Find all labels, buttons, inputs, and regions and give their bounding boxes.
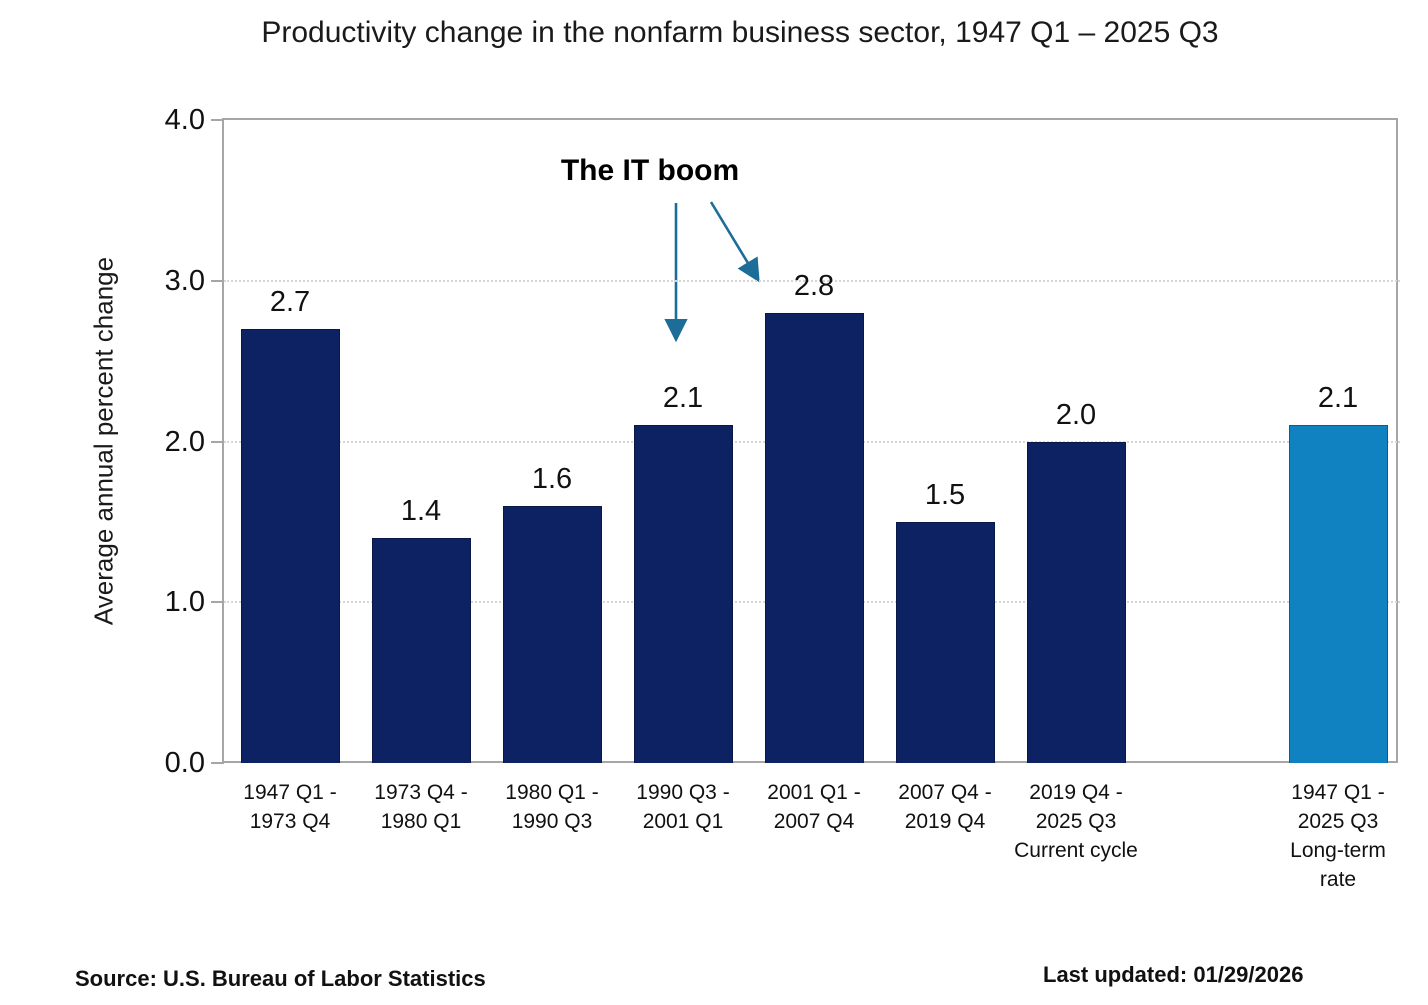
x-axis-label-line: Current cycle [1014,839,1138,862]
bar [633,425,733,763]
chart-title: Productivity change in the nonfarm busin… [261,16,1219,49]
y-tick-label: 4.0 [164,104,205,136]
bar-value-label: 1.4 [400,494,442,527]
bar [240,328,340,763]
x-axis-label-line: 2007 Q4 [773,810,855,833]
it-boom-annotation: The IT boom [560,154,740,187]
y-tick-mark [211,279,224,282]
bar-value-label: 1.6 [531,462,573,495]
x-axis-label: 2007 Q4 - 2019 Q4 [860,778,1030,836]
bar-value-label: 2.1 [662,382,704,415]
y-tick-mark [211,119,224,121]
x-axis-label-line: 1947 Q1 - [243,781,337,804]
x-axis-label: 1990 Q3 - 2001 Q1 [598,778,768,836]
x-axis-label-line: 1990 Q3 [511,810,593,833]
x-axis-label-line: 1980 Q1 - [505,781,599,804]
x-axis-label-line: 1990 Q3 - [636,781,730,804]
bar [1026,441,1126,763]
x-axis-label: 1947 Q1 - 2025 Q3 Long-term rate [1253,778,1423,894]
y-tick-label: 3.0 [164,264,205,297]
x-axis-label: 2019 Q4 - 2025 Q3 Current cycle [991,778,1161,865]
x-axis-label-line: 2025 Q3 [1297,810,1379,833]
x-axis-label-line: 1973 Q4 [249,810,331,833]
source-note: Source: U.S. Bureau of Labor Statistics [75,966,486,991]
x-axis-label: 2001 Q1 - 2007 Q4 [729,778,899,836]
bar-value-label: 1.5 [924,478,966,511]
bar [1288,425,1388,763]
bar [895,521,995,763]
bar-value-label: 2.1 [1317,382,1359,415]
bar [764,312,864,763]
x-axis-label-line: 2007 Q4 - [898,781,992,804]
bar [371,537,471,763]
x-axis-label-line: 2019 Q4 - [1029,781,1123,804]
x-axis-label-line: 2001 Q1 [642,810,724,833]
last-updated: Last updated: 01/29/2026 [1043,962,1304,987]
x-axis-label: 1947 Q1 - 1973 Q4 [205,778,375,836]
y-tick-label: 2.0 [164,425,205,458]
x-axis-label-line: 2019 Q4 [904,810,986,833]
y-tick-label: 1.0 [164,586,205,619]
x-axis-label: 1980 Q1 - 1990 Q3 [467,778,637,836]
x-axis-label: 1973 Q4 - 1980 Q1 [336,778,506,836]
gridline [224,279,1400,282]
y-tick-mark [211,762,224,764]
bar [502,505,602,763]
bar-value-label: 2.0 [1055,398,1097,431]
x-axis-label-line: 1980 Q1 [380,810,462,833]
bar-value-label: 2.8 [793,269,835,302]
y-tick-label: 0.0 [164,747,205,779]
bar-value-label: 2.7 [269,285,311,318]
x-axis-label-line: 1947 Q1 - [1291,781,1385,804]
x-axis-label-line: 2025 Q3 [1035,810,1117,833]
x-axis-label-line: rate [1319,868,1357,891]
y-tick-mark [211,601,224,604]
x-axis-label-line: Long-term [1290,839,1386,862]
x-axis-label-line: 2001 Q1 - [767,781,861,804]
y-tick-mark [211,440,224,443]
x-axis-label-line: 1973 Q4 - [374,781,468,804]
